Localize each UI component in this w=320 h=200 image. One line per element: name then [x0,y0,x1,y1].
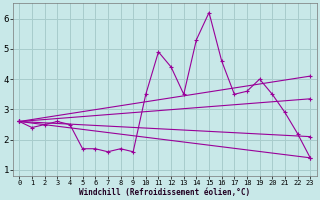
X-axis label: Windchill (Refroidissement éolien,°C): Windchill (Refroidissement éolien,°C) [79,188,250,197]
